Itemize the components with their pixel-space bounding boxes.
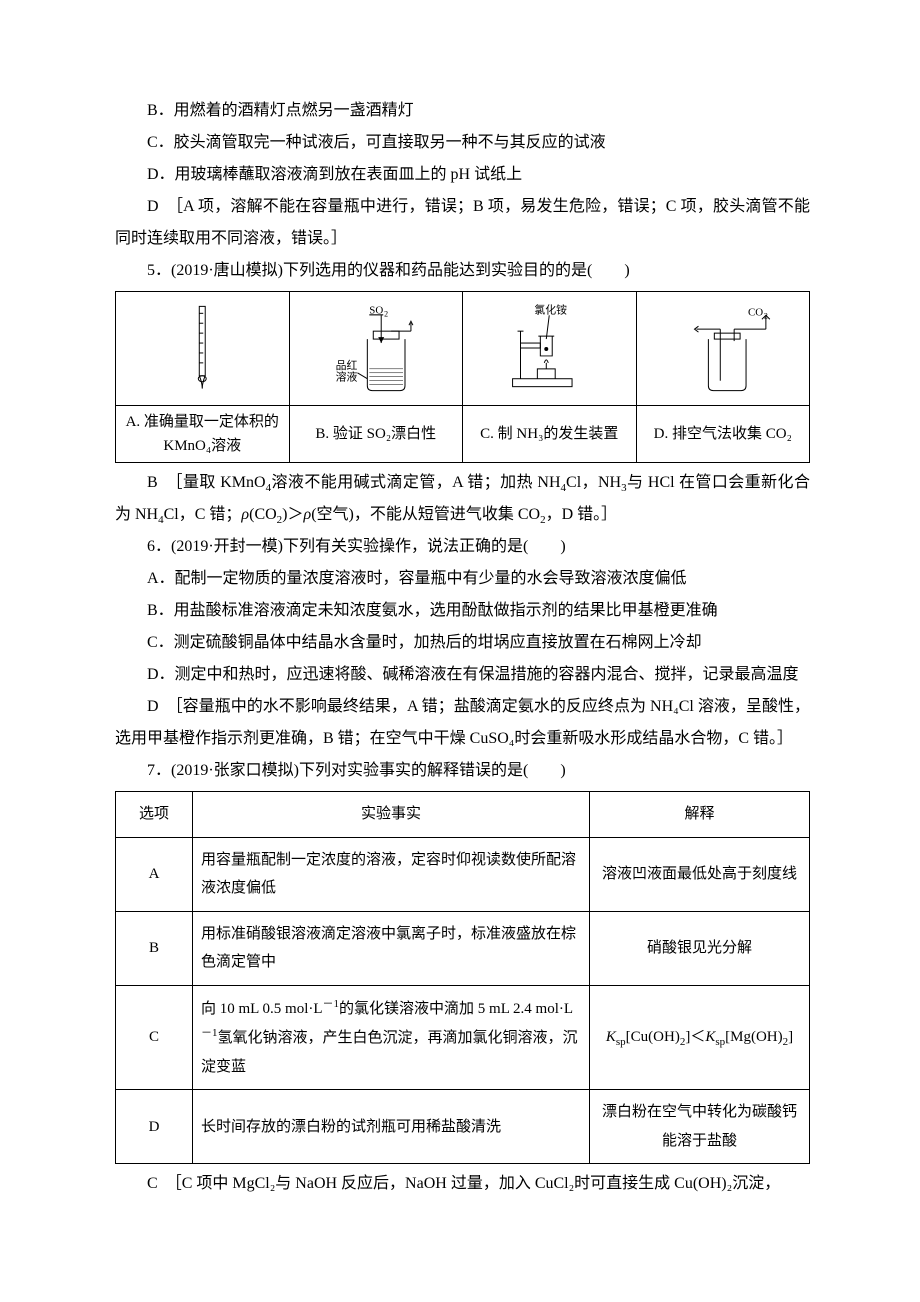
q5-figure-table: SO2 品红 溶液	[115, 291, 810, 463]
q7-d-fact: 长时间存放的漂白粉的试剂瓶可用稀盐酸清洗	[193, 1090, 590, 1164]
q4-option-b: B．用燃着的酒精灯点燃另一盏酒精灯	[115, 95, 810, 127]
q7-c-exp: Ksp[Cu(OH)2]＜Ksp[Mg(OH)2]	[590, 985, 810, 1090]
q7-row-a: A 用容量瓶配制一定浓度的溶液，定容时仰视读数使所配溶液浓度偏低 溶液凹液面最低…	[116, 837, 810, 911]
q6-answer-letter: D	[147, 698, 159, 715]
q7-a-fact: 用容量瓶配制一定浓度的溶液，定容时仰视读数使所配溶液浓度偏低	[193, 837, 590, 911]
q5-fig-a	[116, 292, 290, 406]
q5-fig-d: CO2	[636, 292, 810, 406]
q7-row-b: B 用标准硝酸银溶液滴定溶液中氯离子时，标准液盛放在棕色滴定管中 硝酸银见光分解	[116, 911, 810, 985]
q7-row-c: C 向 10 mL 0.5 mol·L－1的氯化镁溶液中滴加 5 mL 2.4 …	[116, 985, 810, 1090]
collect-bottle-icon: CO2	[639, 301, 808, 396]
q7-b-exp: 硝酸银见光分解	[590, 911, 810, 985]
q4-answer-letter: D	[147, 198, 159, 215]
q7-c-opt: C	[116, 985, 193, 1090]
q6-option-b: B．用盐酸标准溶液滴定未知浓度氨水，选用酚酞做指示剂的结果比甲基橙更准确	[115, 595, 810, 627]
q7-b-opt: B	[116, 911, 193, 985]
q5-label-d: D. 排空气法收集 CO₂	[636, 406, 810, 463]
q7-header-row: 选项 实验事实 解释	[116, 792, 810, 838]
q7-b-fact: 用标准硝酸银溶液滴定溶液中氯离子时，标准液盛放在棕色滴定管中	[193, 911, 590, 985]
q5-label-c: C. 制 NH₃的发生装置	[463, 406, 637, 463]
q7-c-fact: 向 10 mL 0.5 mol·L－1的氯化镁溶液中滴加 5 mL 2.4 mo…	[193, 985, 590, 1090]
q7-a-exp: 溶液凹液面最低处高于刻度线	[590, 837, 810, 911]
q5-answer-text: ［量取 KMnO4溶液不能用碱式滴定管，A 错；加热 NH4Cl，NH3与 HC…	[115, 474, 810, 523]
q5-fig-b: SO2 品红 溶液	[289, 292, 463, 406]
q4-option-d: D．用玻璃棒蘸取溶液滴到放在表面皿上的 pH 试纸上	[115, 159, 810, 191]
q7-a-opt: A	[116, 837, 193, 911]
q6-option-c: C．测定硫酸铜晶体中结晶水含量时，加热后的坩埚应直接放置在石棉网上冷却	[115, 627, 810, 659]
page: B．用燃着的酒精灯点燃另一盏酒精灯 C．胶头滴管取完一种试液后，可直接取另一种不…	[0, 0, 920, 1240]
q7-answer-letter: C	[147, 1175, 158, 1192]
q7-answer: C ［C 项中 MgCl₂与 NaOH 反应后，NaOH 过量，加入 CuCl₂…	[115, 1168, 810, 1200]
q4-option-c: C．胶头滴管取完一种试液后，可直接取另一种不与其反应的试液	[115, 127, 810, 159]
q7-d-exp: 漂白粉在空气中转化为碳酸钙能溶于盐酸	[590, 1090, 810, 1164]
q7-answer-text: ［C 项中 MgCl₂与 NaOH 反应后，NaOH 过量，加入 CuCl₂时可…	[174, 1175, 781, 1192]
co2-label: CO	[748, 306, 763, 318]
q7-h-exp: 解释	[590, 792, 810, 838]
q6-option-a: A．配制一定物质的量浓度溶液时，容量瓶中有少量的水会导致溶液浓度偏低	[115, 563, 810, 595]
heating-stand-icon: 氯化铵	[465, 301, 634, 396]
nh4cl-label: 氯化铵	[534, 302, 567, 316]
rongye-label: 溶液	[335, 370, 357, 384]
q7-table: 选项 实验事实 解释 A 用容量瓶配制一定浓度的溶液，定容时仰视读数使所配溶液浓…	[115, 791, 810, 1164]
q7-h-opt: 选项	[116, 792, 193, 838]
q6-stem: 6．(2019·开封一模)下列有关实验操作，说法正确的是( )	[115, 531, 810, 563]
q6-answer: D ［容量瓶中的水不影响最终结果，A 错；盐酸滴定氨水的反应终点为 NH₄Cl …	[115, 691, 810, 755]
q5-answer-letter: B	[147, 474, 158, 491]
q5-fig-row: SO2 品红 溶液	[116, 292, 810, 406]
burette-icon	[118, 301, 287, 396]
q5-answer: B ［量取 KMnO4溶液不能用碱式滴定管，A 错；加热 NH4Cl，NH3与 …	[115, 467, 810, 531]
q5-fig-c: 氯化铵	[463, 292, 637, 406]
gas-bottle-icon: SO2 品红 溶液	[292, 301, 461, 396]
q4-answer: D ［A 项，溶解不能在容量瓶中进行，错误；B 项，易发生危险，错误；C 项，胶…	[115, 191, 810, 255]
q5-label-a: A. 准确量取一定体积的 KMnO₄溶液	[116, 406, 290, 463]
svg-text:2: 2	[384, 309, 388, 318]
q7-stem: 7．(2019·张家口模拟)下列对实验事实的解释错误的是( )	[115, 755, 810, 787]
q4-answer-text: ［A 项，溶解不能在容量瓶中进行，错误；B 项，易发生危险，错误；C 项，胶头滴…	[115, 198, 810, 247]
pinhong-label: 品红	[335, 359, 357, 372]
q5-label-b: B. 验证 SO₂漂白性	[289, 406, 463, 463]
q7-d-opt: D	[116, 1090, 193, 1164]
so2-label: SO	[369, 304, 383, 316]
q5-stem: 5．(2019·唐山模拟)下列选用的仪器和药品能达到实验目的的是( )	[115, 255, 810, 287]
q5-label-row: A. 准确量取一定体积的 KMnO₄溶液 B. 验证 SO₂漂白性 C. 制 N…	[116, 406, 810, 463]
q7-h-fact: 实验事实	[193, 792, 590, 838]
q6-option-d: D．测定中和热时，应迅速将酸、碱稀溶液在有保温措施的容器内混合、搅拌，记录最高温…	[115, 659, 810, 691]
q6-answer-text: ［容量瓶中的水不影响最终结果，A 错；盐酸滴定氨水的反应终点为 NH₄Cl 溶液…	[115, 698, 810, 747]
q7-row-d: D 长时间存放的漂白粉的试剂瓶可用稀盐酸清洗 漂白粉在空气中转化为碳酸钙能溶于盐…	[116, 1090, 810, 1164]
